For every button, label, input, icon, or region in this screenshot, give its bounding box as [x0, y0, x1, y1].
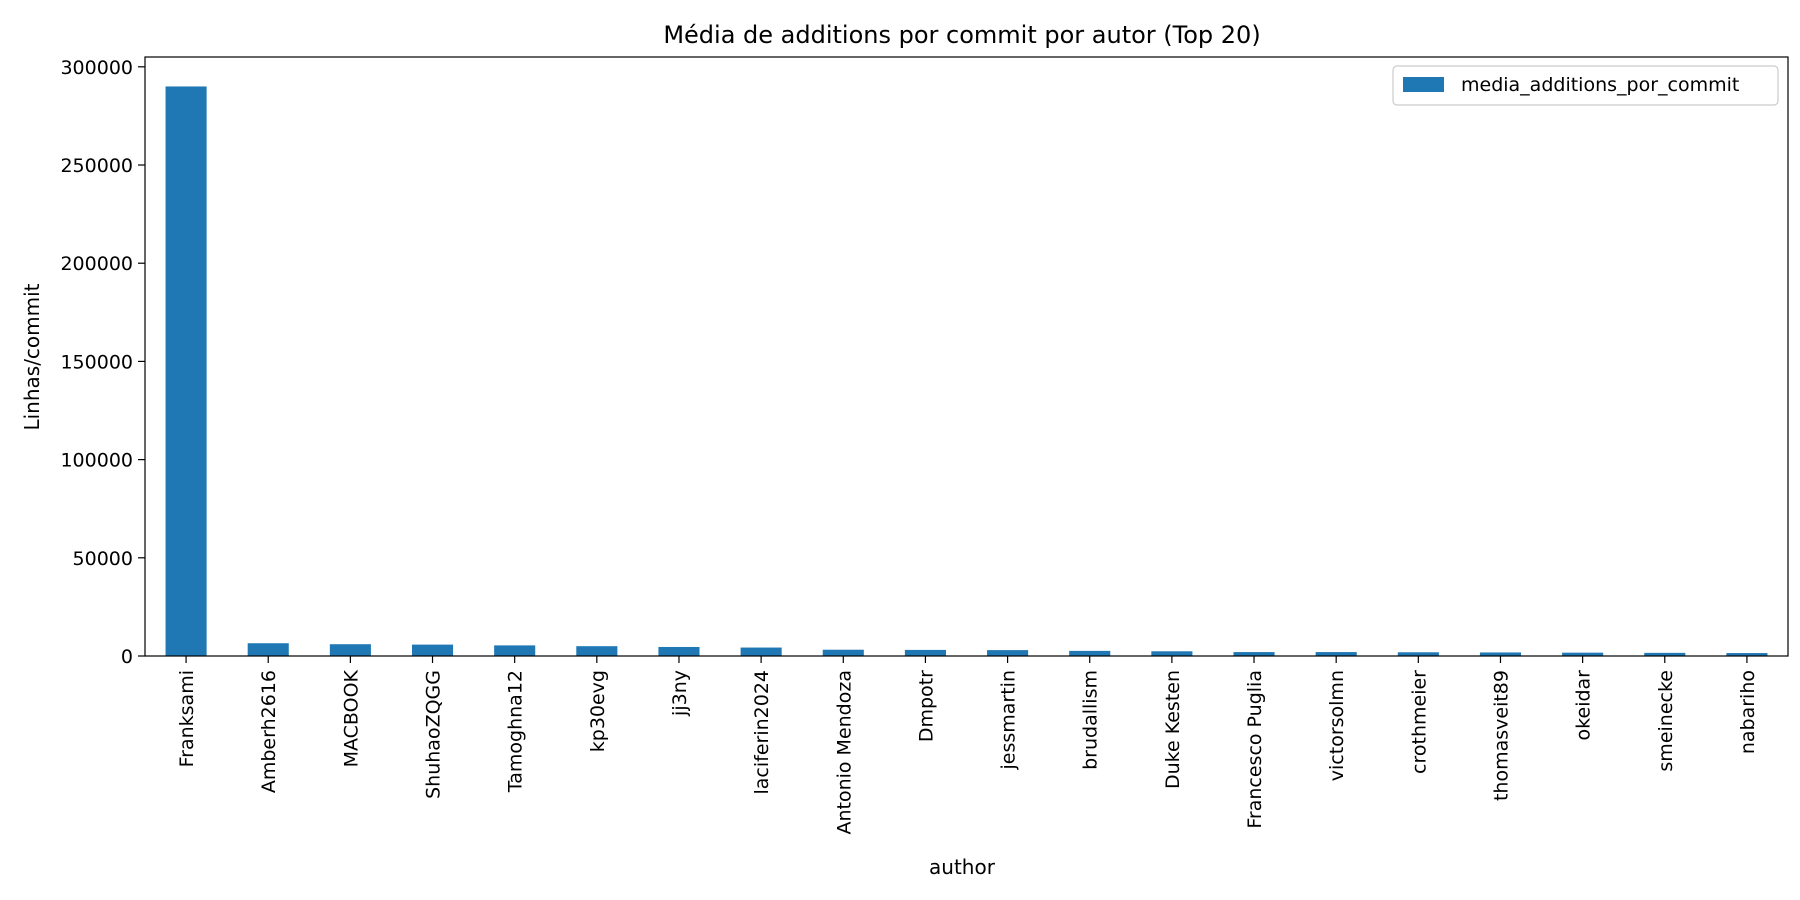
- legend-box: [1392, 65, 1779, 106]
- bar-duke-kesten: [1151, 651, 1193, 656]
- bar-antonio-mendoza: [822, 649, 864, 656]
- bars-layer: [165, 86, 1768, 656]
- legend: media_additions_por_commit: [1392, 65, 1779, 106]
- x-tick-label: kp30evg: [587, 670, 609, 752]
- x-tick-label: MACBOOK: [340, 669, 362, 767]
- chart-title: Média de additions por commit por autor …: [663, 21, 1260, 49]
- x-tick-label: thomasveit89: [1490, 670, 1512, 801]
- x-tick-label: Tamoghna12: [505, 670, 527, 793]
- legend-swatch: [1403, 77, 1444, 92]
- y-tick-label: 50000: [73, 548, 133, 570]
- x-tick-label: Dmpotr: [915, 670, 937, 742]
- y-axis-label: Linhas/commit: [20, 283, 44, 430]
- bar-kp30evg: [576, 646, 618, 656]
- bar-tamoghna12: [494, 645, 536, 656]
- x-tick-label: Duke Kesten: [1162, 670, 1184, 789]
- y-tick-label: 100000: [60, 450, 133, 472]
- bar-francesco-puglia: [1233, 652, 1275, 656]
- bar-jj3ny: [658, 646, 700, 656]
- bar-franksami: [165, 86, 207, 656]
- bar-dmpotr: [904, 649, 946, 656]
- x-tick-label: smeinecke: [1655, 670, 1677, 772]
- y-tick-label: 150000: [60, 351, 133, 373]
- x-tick-label: victorsolmn: [1326, 670, 1348, 781]
- x-tick-label: crothmeier: [1408, 670, 1430, 774]
- x-tick-label: Franksami: [176, 670, 198, 767]
- x-axis-ticks: Franksami Amberh2616 MACBOOK ShuhaoZQGG Tamo…: [176, 656, 1759, 835]
- x-tick-label: Antonio Mendoza: [833, 670, 855, 835]
- x-tick-label: jessmartin: [998, 670, 1020, 771]
- legend-label: media_additions_por_commit: [1461, 74, 1739, 96]
- x-tick-label: laciferin2024: [751, 670, 773, 795]
- x-tick-label: brudallism: [1080, 670, 1102, 770]
- bar-victorsolmn: [1315, 652, 1357, 656]
- bar-okeidar: [1562, 652, 1604, 656]
- bar-crothmeier: [1397, 652, 1439, 656]
- bar-smeinecke: [1644, 652, 1686, 656]
- bar-shuhaozqgg: [411, 644, 454, 656]
- bar-thomasveit89: [1479, 652, 1522, 656]
- x-tick-label: nabariho: [1737, 670, 1759, 754]
- x-tick-label: okeidar: [1573, 670, 1595, 741]
- x-tick-label: Francesco Puglia: [1244, 670, 1266, 829]
- x-axis-label: author: [929, 855, 996, 879]
- y-tick-label: 0: [121, 646, 133, 668]
- bar-laciferin2024: [740, 647, 782, 656]
- bar-amberh2616: [247, 643, 289, 656]
- x-tick-label: ShuhaoZQGG: [423, 670, 445, 799]
- bar-macbook: [329, 644, 371, 656]
- x-tick-label: Amberh2616: [258, 670, 280, 793]
- y-axis-ticks: 0 50000 100000 150000 200000 250000 300000: [60, 57, 145, 668]
- y-tick-label: 300000: [60, 57, 133, 79]
- x-tick-label: jj3ny: [669, 670, 691, 717]
- y-tick-label: 200000: [60, 253, 133, 275]
- bar-brudallism: [1069, 650, 1111, 656]
- bar-nabariho: [1726, 653, 1768, 656]
- y-tick-label: 250000: [60, 155, 133, 177]
- bar-jessmartin: [987, 650, 1029, 656]
- plot-area-frame: [144, 56, 1789, 657]
